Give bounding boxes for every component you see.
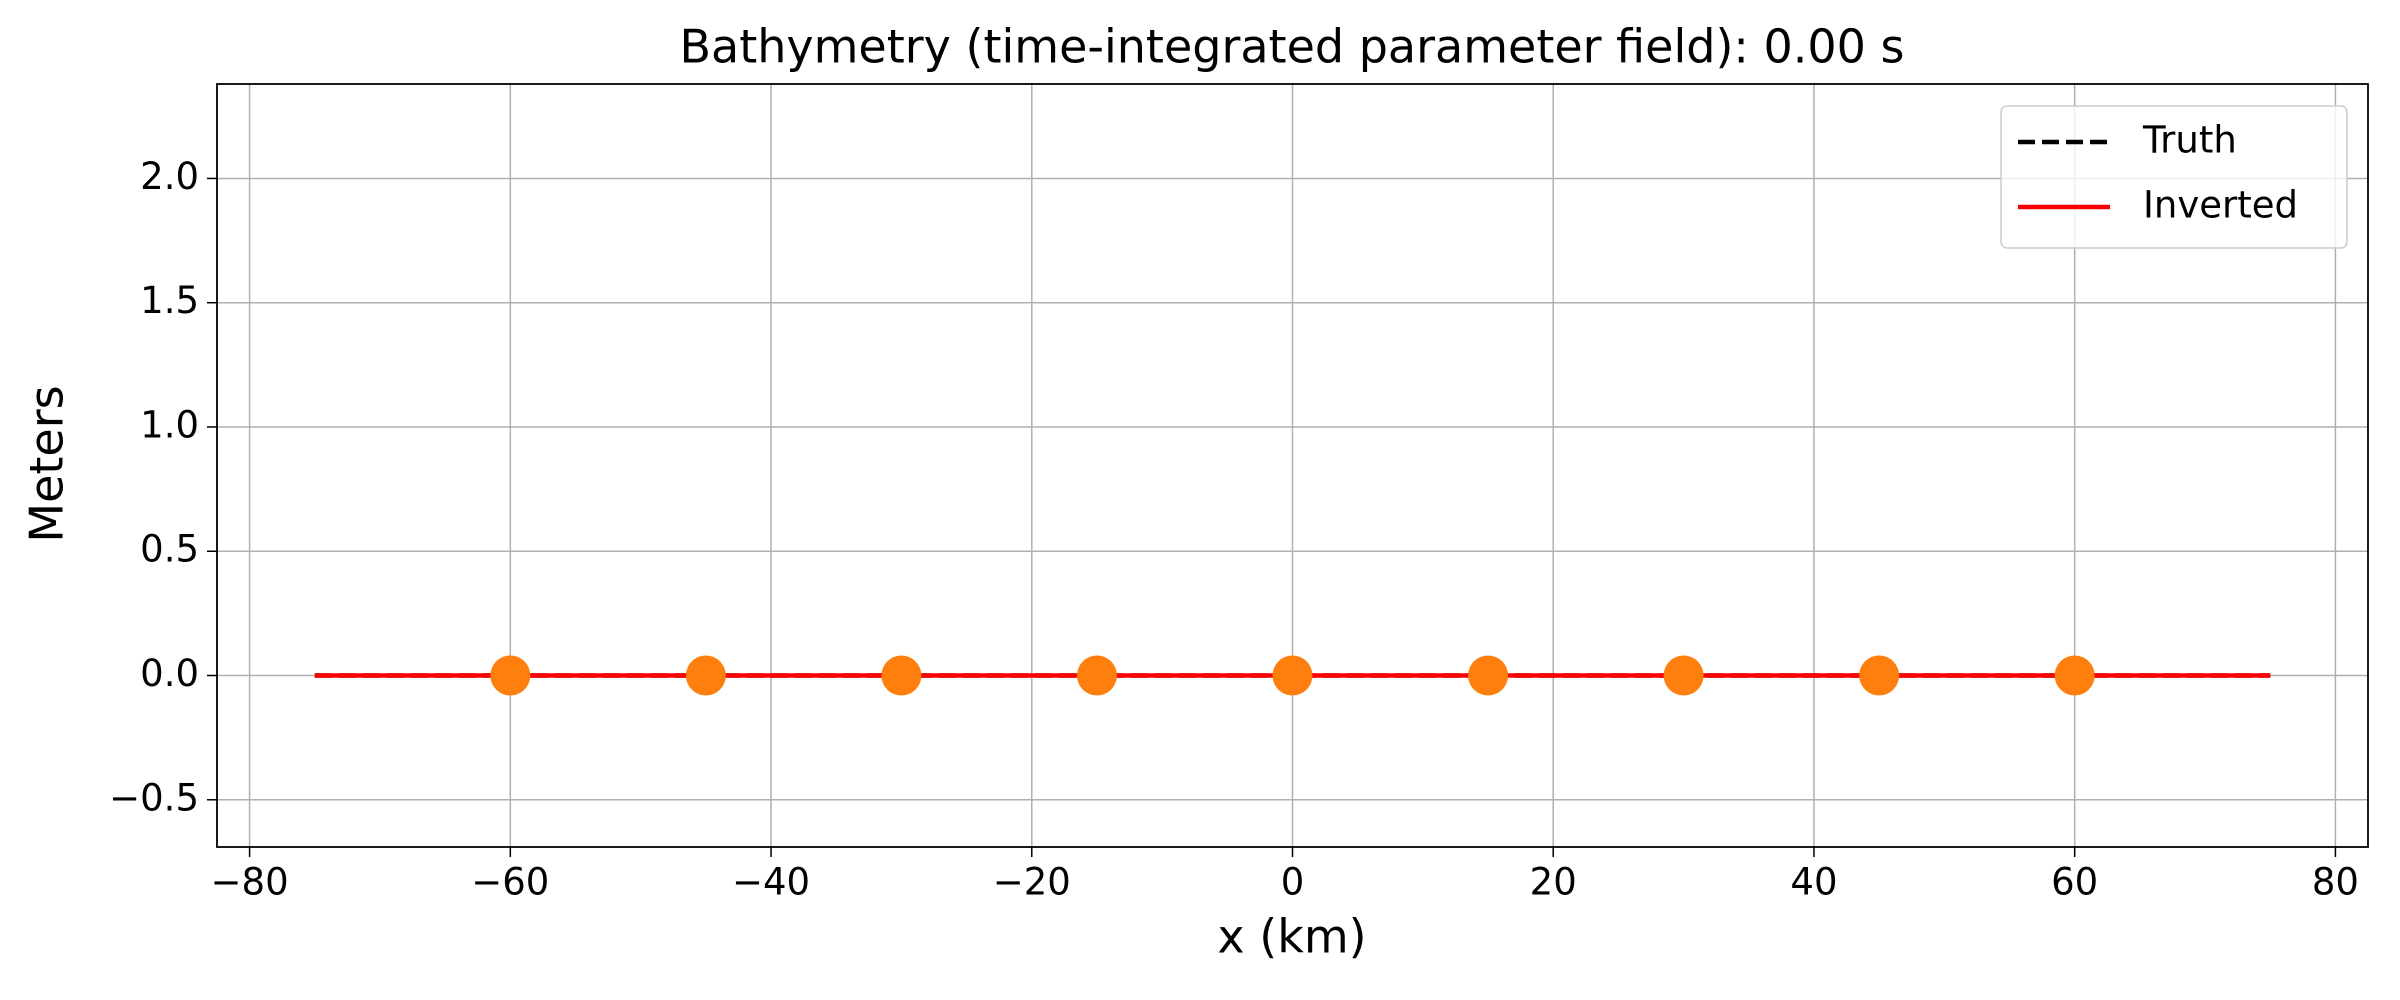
x-tick-label: 0 [1281,861,1305,904]
y-tick-label: 1.0 [140,403,199,446]
x-tick-label: 20 [1530,861,1577,904]
chart-title: Bathymetry (time-integrated parameter fi… [679,20,1904,74]
legend: Truth Inverted [2000,105,2348,249]
y-tick-label: 1.5 [140,279,199,322]
y-tick-label: 0.0 [140,652,199,695]
marker-point [2054,655,2095,696]
x-tick-label: −80 [211,861,289,904]
legend-label: Inverted [2143,184,2298,227]
marker-point [881,655,922,696]
marker-point [1859,655,1900,696]
marker-point [1076,655,1117,696]
y-tick-label: −0.5 [109,776,199,819]
x-axis-label: x (km) [1217,910,1366,964]
y-axis-label: Meters [20,385,74,542]
marker-point [1663,655,1704,696]
marker-point [685,655,726,696]
marker-point [1272,655,1313,696]
x-tick-label: 60 [2051,861,2098,904]
plot-frame [216,83,2369,848]
y-tick-label: 2.0 [140,155,199,198]
marker-point [1468,655,1509,696]
x-tick-label: −60 [471,861,549,904]
x-tick-label: −20 [993,861,1071,904]
x-tick-label: −40 [732,861,810,904]
legend-box [2000,105,2348,249]
x-tick-label: 40 [1790,861,1837,904]
legend-label: Truth [2142,119,2237,162]
y-tick-label: 0.5 [140,528,199,571]
marker-point [490,655,531,696]
x-tick-label: 80 [2312,861,2359,904]
